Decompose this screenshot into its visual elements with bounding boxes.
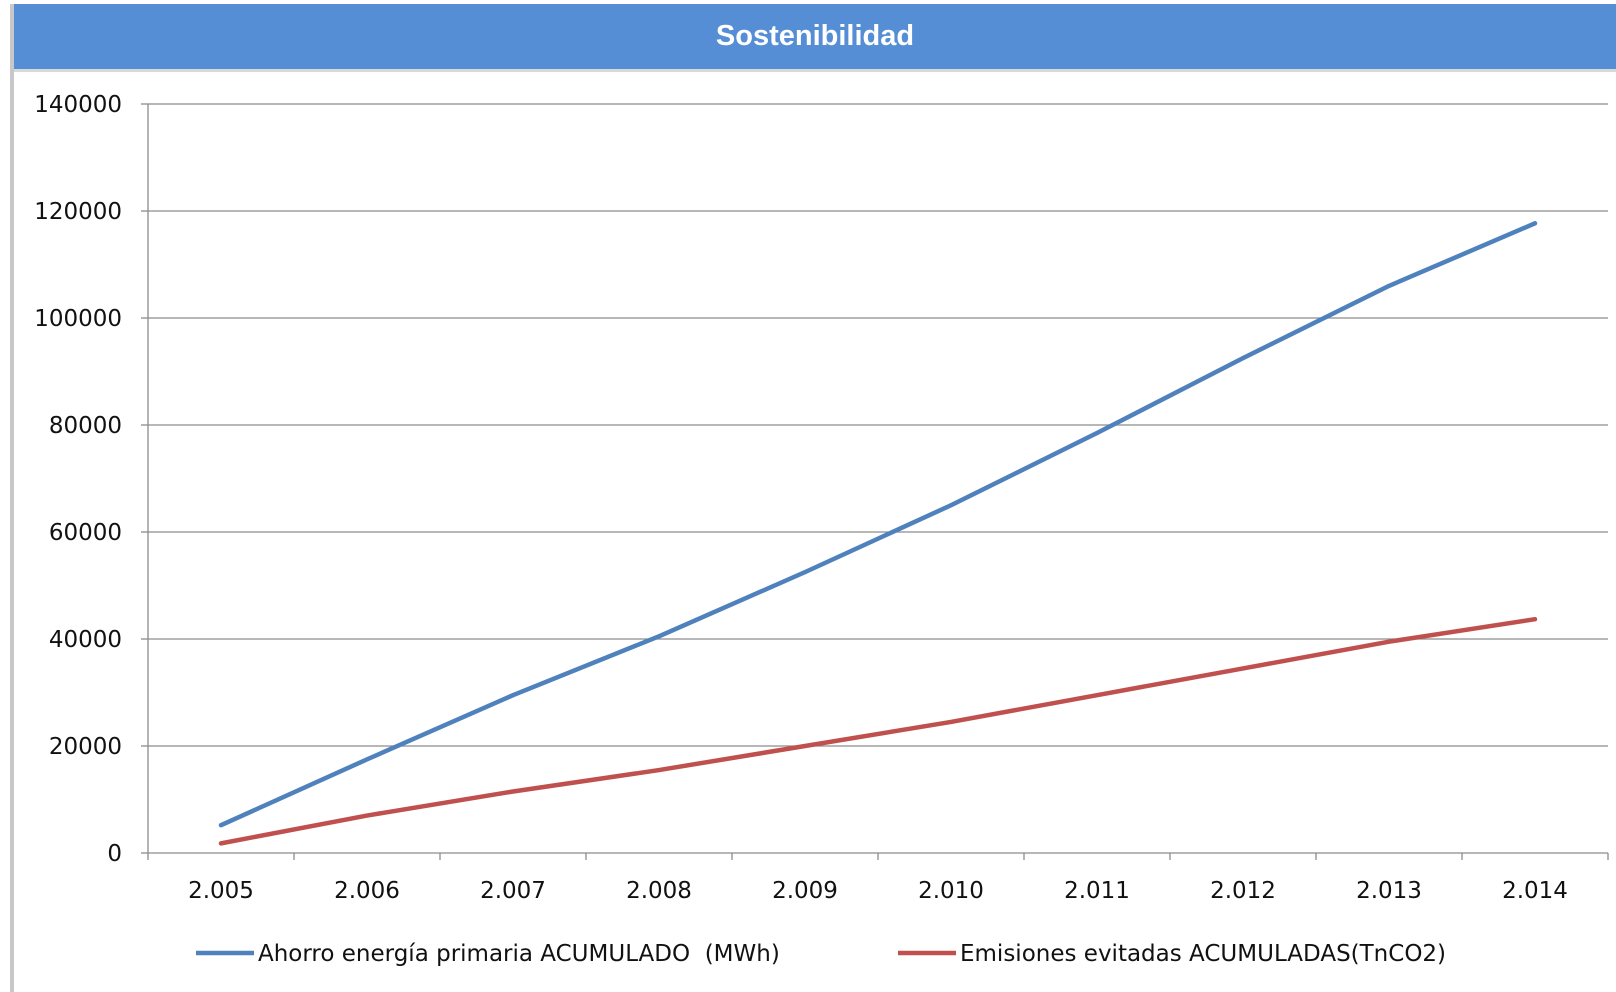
- y-tick-label: 100000: [34, 306, 122, 332]
- chart-header: Sostenibilidad: [14, 4, 1616, 72]
- data-point: [803, 744, 807, 748]
- legend: Ahorro energía primaria ACUMULADO (MWh) E…: [196, 941, 1446, 967]
- x-tick-label: 2.005: [188, 878, 254, 904]
- data-point: [511, 789, 515, 794]
- data-point: [1095, 431, 1099, 436]
- y-tick-label: 60000: [49, 520, 122, 546]
- y-tick-label: 120000: [34, 199, 122, 225]
- data-point: [365, 813, 369, 818]
- x-tick-label: 2.009: [772, 878, 838, 904]
- data-point: [1095, 693, 1099, 698]
- y-tick-label: 20000: [49, 734, 122, 760]
- x-tick-label: 2.012: [1210, 878, 1276, 904]
- series-lines: [218, 221, 1538, 846]
- grid-lines: [148, 103, 1608, 747]
- y-tick-label: 0: [107, 841, 122, 867]
- legend-label-1: Ahorro energía primaria ACUMULADO (MWh): [258, 941, 780, 967]
- data-point: [511, 693, 515, 698]
- data-point: [1533, 221, 1537, 226]
- chart-frame: Sostenibilidad: [10, 4, 1616, 992]
- x-axis-ticks: 2.005 2.006 2.007 2.008 2.009 2.010 2.011 2.012…: [147, 853, 1609, 904]
- x-tick-label: 2.013: [1356, 878, 1422, 904]
- data-point: [219, 823, 223, 828]
- series-line-1: [218, 221, 1538, 828]
- chart-header-title: Sostenibilidad: [715, 20, 915, 52]
- x-tick-label: 2.011: [1064, 878, 1130, 904]
- legend-label-2: Emisiones evitadas ACUMULADAS(TnCO2): [960, 941, 1446, 967]
- series-line-2: [218, 616, 1538, 846]
- data-point: [657, 634, 661, 639]
- data-point: [1387, 283, 1391, 288]
- data-point: [365, 757, 369, 762]
- data-point: [949, 719, 953, 724]
- axes: [147, 104, 1608, 854]
- x-tick-label: 2.008: [626, 878, 692, 904]
- data-point: [949, 503, 953, 508]
- y-tick-label: 80000: [49, 413, 122, 439]
- data-point: [1533, 617, 1537, 622]
- x-tick-label: 2.014: [1502, 878, 1568, 904]
- data-point: [657, 768, 661, 773]
- x-tick-label: 2.010: [918, 878, 984, 904]
- y-tick-label: 40000: [49, 627, 122, 653]
- x-tick-label: 2.006: [334, 878, 400, 904]
- data-point: [1241, 666, 1245, 671]
- data-point: [219, 841, 223, 846]
- data-point: [803, 570, 807, 575]
- data-point: [1241, 356, 1245, 361]
- x-tick-label: 2.007: [480, 878, 546, 904]
- y-tick-label: 140000: [34, 92, 122, 118]
- y-axis-ticks: 0 20000 40000 60000 80000 100000 120000 140000: [34, 92, 148, 867]
- data-point: [1387, 639, 1391, 644]
